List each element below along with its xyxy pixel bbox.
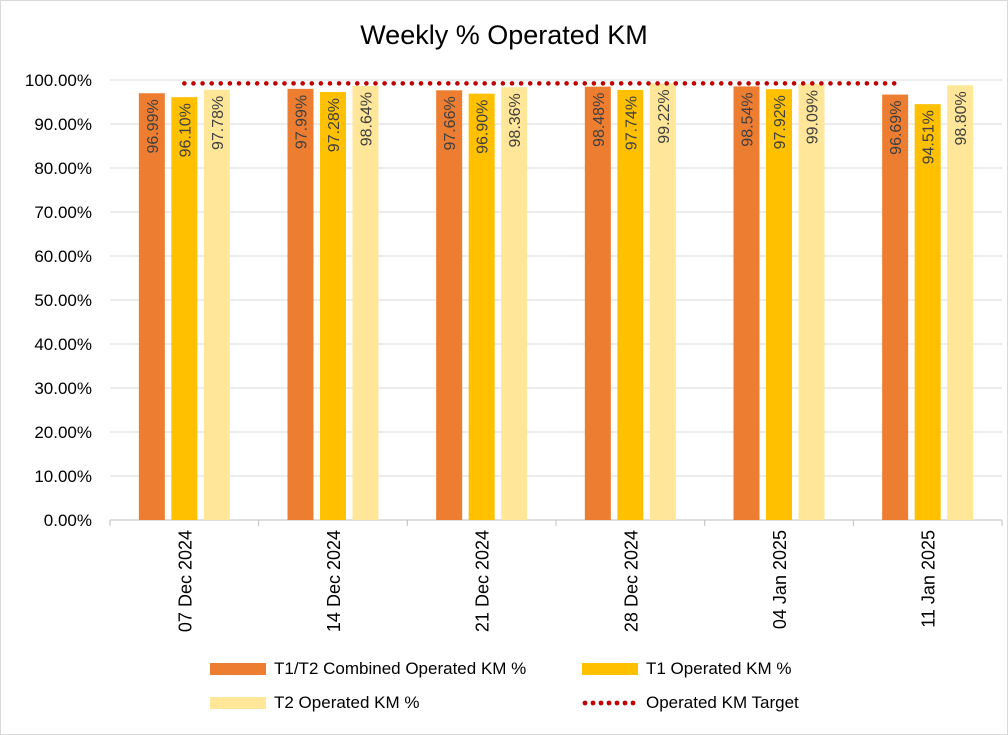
data-label: 96.90% — [475, 100, 492, 154]
data-label: 98.48% — [591, 93, 608, 147]
bar — [287, 88, 314, 521]
bar — [138, 93, 165, 520]
x-tick-label: 14 Dec 2024 — [324, 530, 344, 632]
data-label: 98.64% — [359, 92, 376, 146]
data-label: 94.51% — [921, 110, 938, 164]
x-tick-label: 07 Dec 2024 — [175, 530, 195, 632]
y-tick-label: 10.00% — [34, 467, 92, 486]
data-label: 99.09% — [805, 90, 822, 144]
y-tick-label: 0.00% — [44, 511, 92, 530]
bar — [733, 86, 760, 520]
y-tick-label: 30.00% — [34, 379, 92, 398]
y-tick-label: 40.00% — [34, 335, 92, 354]
x-tick-label: 28 Dec 2024 — [621, 530, 641, 632]
bar — [320, 91, 346, 520]
y-tick-label: 90.00% — [34, 115, 92, 134]
data-label: 98.36% — [507, 93, 524, 147]
data-label: 97.92% — [772, 95, 789, 149]
y-tick-label: 20.00% — [34, 423, 92, 442]
bar — [468, 93, 495, 520]
data-label: 97.74% — [623, 96, 640, 150]
data-label: 97.28% — [326, 98, 343, 152]
bar — [617, 89, 644, 520]
x-tick-label: 11 Jan 2025 — [919, 530, 939, 628]
bar — [171, 97, 198, 520]
bar — [882, 94, 909, 521]
y-tick-label: 70.00% — [34, 203, 92, 222]
chart-title: Weekly % Operated KM — [360, 20, 648, 50]
data-label: 98.54% — [740, 92, 757, 146]
data-label: 97.78% — [210, 96, 227, 150]
data-label: 97.66% — [442, 96, 459, 150]
data-label: 96.99% — [145, 99, 162, 153]
bar — [352, 85, 379, 520]
bar — [798, 84, 825, 520]
data-label: 96.69% — [888, 101, 905, 155]
data-label: 96.10% — [177, 103, 194, 157]
y-tick-label: 60.00% — [34, 247, 92, 266]
bar — [584, 86, 611, 521]
bar — [501, 87, 528, 520]
bar — [914, 104, 941, 520]
bar — [649, 83, 676, 520]
y-tick-label: 80.00% — [34, 159, 92, 178]
y-tick-label: 50.00% — [34, 291, 92, 310]
data-label: 97.99% — [294, 95, 311, 149]
y-tick-label: 100.00% — [25, 71, 92, 90]
bar — [947, 85, 974, 520]
data-label: 99.22% — [656, 89, 673, 143]
x-tick-label: 04 Jan 2025 — [770, 530, 790, 629]
bar — [203, 89, 230, 520]
bar — [766, 89, 792, 520]
x-tick-label: 21 Dec 2024 — [473, 530, 493, 632]
bar — [436, 90, 463, 521]
data-label: 98.80% — [953, 91, 970, 145]
